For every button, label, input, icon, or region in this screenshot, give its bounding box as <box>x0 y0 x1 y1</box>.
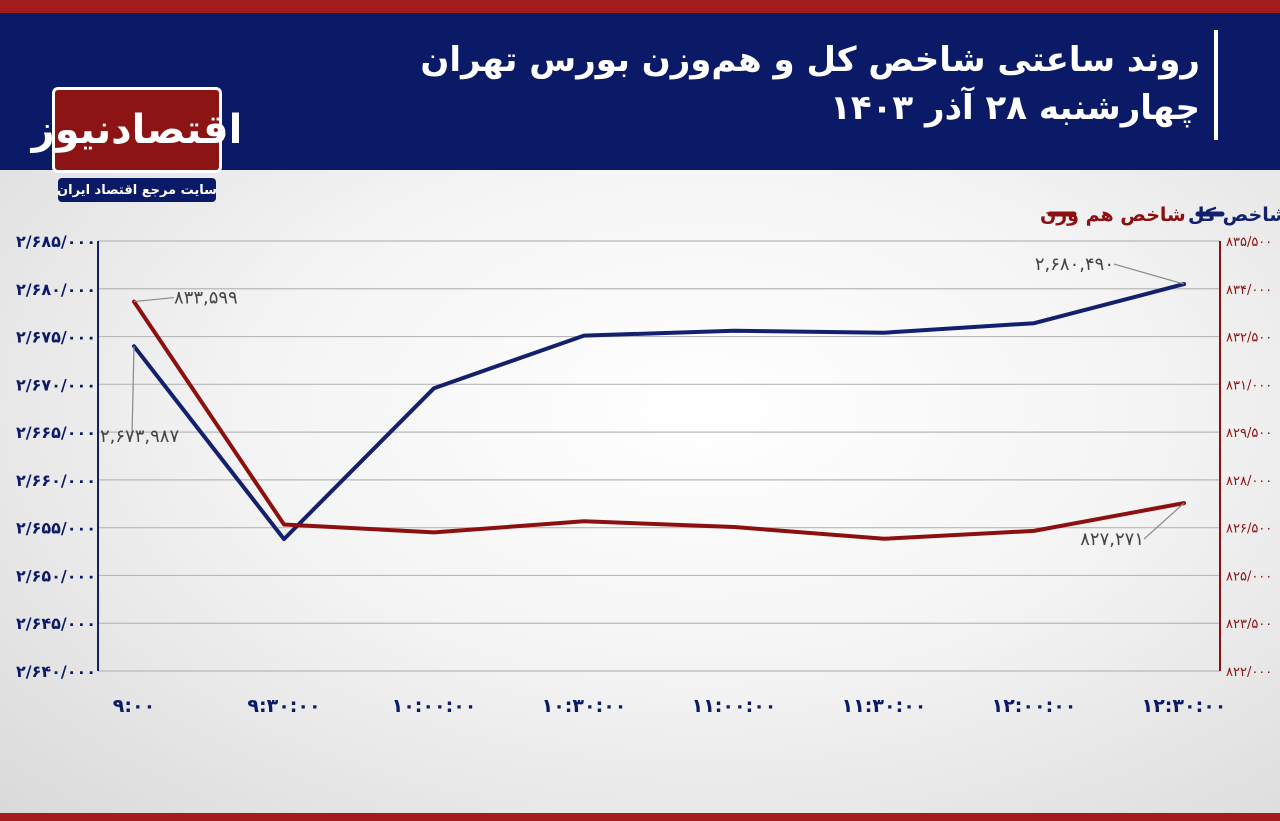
data-label: ۲,۶۸۰,۴۹۰ <box>1035 254 1114 275</box>
y-right-tick-label: ۸۲۹/۵۰۰ <box>1226 426 1272 441</box>
y-right-tick-label: ۸۳۴/۰۰۰ <box>1226 283 1272 298</box>
x-tick-label: ۹:۰۰ <box>113 695 155 717</box>
total-index-line <box>132 282 1186 542</box>
y-right-tick-label: ۸۲۳/۵۰۰ <box>1226 617 1272 632</box>
y-left-tick-label: ۲/۶۵۵/۰۰۰ <box>16 519 96 538</box>
y-left-tick-label: ۲/۶۸۰/۰۰۰ <box>16 280 96 299</box>
bottom-accent-strip <box>0 813 1280 821</box>
top-accent-strip <box>0 0 1280 13</box>
equal-weight-index-line <box>132 299 1186 541</box>
brand-tagline: سایت مرجع اقتصاد ایران <box>57 178 217 202</box>
callout-leader <box>1143 502 1185 540</box>
callout-leader <box>131 346 135 437</box>
y-left-tick-label: ۲/۶۶۵/۰۰۰ <box>16 423 96 442</box>
x-tick-label: ۱۱:۰۰:۰۰ <box>692 695 777 717</box>
y-left-tick-label: ۲/۶۷۵/۰۰۰ <box>16 328 96 347</box>
y-right-tick-label: ۸۲۵/۰۰۰ <box>1226 569 1272 584</box>
x-tick-label: ۹:۳۰:۰۰ <box>247 695 320 717</box>
y-left-tick-label: ۲/۶۸۵/۰۰۰ <box>16 232 96 251</box>
y-right-tick-label: ۸۲۶/۵۰۰ <box>1226 522 1272 537</box>
title-divider <box>1214 30 1218 140</box>
brand-logo-text: اقتصادنیوز <box>31 107 243 153</box>
x-tick-label: ۱۰:۰۰:۰۰ <box>392 695 477 717</box>
callout-leader <box>133 296 175 303</box>
x-tick-label: ۱۲:۳۰:۰۰ <box>1142 695 1227 717</box>
chart-date: چهارشنبه ۲۸ آذر ۱۴۰۳ <box>830 88 1200 128</box>
brand-logo: اقتصادنیوز <box>32 87 242 173</box>
y-left-tick-label: ۲/۶۴۰/۰۰۰ <box>16 662 96 681</box>
callout-leader <box>1113 263 1185 285</box>
data-label: ۲,۶۷۳,۹۸۷ <box>100 426 179 447</box>
y-right-tick-label: ۸۳۵/۵۰۰ <box>1226 235 1272 250</box>
chart-title: روند ساعتی شاخص کل و هم‌وزن بورس تهران <box>420 40 1200 80</box>
x-tick-label: ۱۰:۳۰:۰۰ <box>542 695 627 717</box>
data-label: ۸۲۷,۲۷۱ <box>1080 529 1144 550</box>
y-right-tick-label: ۸۲۸/۰۰۰ <box>1226 474 1272 489</box>
y-right-tick-label: ۸۲۲/۰۰۰ <box>1226 665 1272 680</box>
y-left-tick-label: ۲/۶۷۰/۰۰۰ <box>16 375 96 394</box>
y-left-tick-label: ۲/۶۶۰/۰۰۰ <box>16 471 96 490</box>
x-tick-label: ۱۱:۳۰:۰۰ <box>842 695 927 717</box>
data-label: ۸۳۳,۵۹۹ <box>174 288 238 309</box>
y-right-tick-label: ۸۳۱/۰۰۰ <box>1226 378 1272 393</box>
y-right-tick-label: ۸۳۲/۵۰۰ <box>1226 331 1272 346</box>
y-left-tick-label: ۲/۶۴۵/۰۰۰ <box>16 614 96 633</box>
x-tick-label: ۱۲:۰۰:۰۰ <box>992 695 1077 717</box>
y-left-tick-label: ۲/۶۵۰/۰۰۰ <box>16 566 96 585</box>
legend-label: شاخص کل <box>1188 204 1280 226</box>
legend-label: شاخص هم وزن <box>1040 204 1186 226</box>
